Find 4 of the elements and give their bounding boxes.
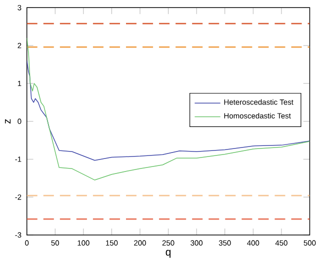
x-axis-title: q <box>166 250 171 258</box>
y-axis-title: z <box>5 119 11 124</box>
line-series <box>26 38 310 181</box>
line-series <box>26 60 310 161</box>
